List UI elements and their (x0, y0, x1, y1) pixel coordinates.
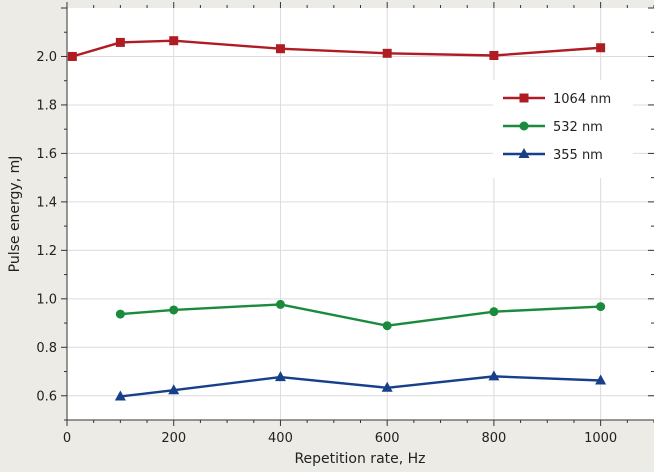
series-circle (115, 299, 606, 331)
data-point (595, 374, 607, 385)
data-point (596, 43, 606, 53)
x-tick-label: 400 (268, 431, 293, 446)
legend-label: 355 nm (553, 148, 603, 163)
legend-label: 1064 nm (553, 92, 611, 107)
data-point (169, 36, 179, 46)
legend-marker (519, 93, 529, 103)
data-point (488, 370, 500, 381)
data-point (381, 381, 393, 392)
series-square (67, 36, 606, 61)
legend-marker (518, 148, 530, 158)
x-tick-label: 800 (481, 431, 506, 446)
series-group (67, 36, 607, 401)
x-axis-label: Repetition rate, Hz (294, 451, 425, 467)
y-tick-label: 0.8 (36, 341, 57, 356)
data-point (67, 51, 77, 61)
data-point (275, 299, 285, 309)
data-point (114, 390, 126, 401)
data-point (169, 305, 179, 315)
data-point (489, 307, 499, 317)
data-point (489, 51, 499, 61)
legend: 1064 nm 532 nm 355 nm (493, 80, 633, 178)
data-point (382, 48, 392, 58)
x-tick-label: 600 (375, 431, 400, 446)
series-triangle (114, 370, 607, 401)
legend-marker (519, 121, 529, 131)
legend-label: 532 nm (553, 120, 603, 135)
y-tick-label: 2.0 (36, 50, 57, 65)
series-line (120, 375, 601, 398)
data-point (596, 302, 606, 312)
y-tick-label: 1.6 (36, 147, 57, 162)
y-tick-label: 1.4 (36, 195, 57, 210)
data-point (382, 321, 392, 331)
legend-entry: 532 nm (503, 120, 603, 135)
axes: 0 200 400 600 800 1000 0.6 0.8 1.0 1.2 1.4 1.6 1.8 2.… (36, 2, 654, 446)
y-tick-label: 1.8 (36, 98, 57, 113)
x-tick-label: 0 (63, 431, 71, 446)
y-tick-label: 1.0 (36, 292, 57, 307)
plot-area (67, 8, 654, 420)
y-tick-label: 0.6 (36, 389, 57, 404)
data-point (168, 384, 180, 395)
legend-entry: 355 nm (503, 148, 603, 163)
data-point (115, 309, 125, 319)
y-axis-label: Pulse energy, mJ (7, 156, 23, 273)
data-point (275, 44, 285, 54)
legend-entry: 1064 nm (503, 92, 611, 107)
y-tick-label: 1.2 (36, 244, 57, 259)
x-tick-label: 200 (161, 431, 186, 446)
data-point (115, 37, 125, 47)
data-point (274, 371, 286, 382)
legend-box (493, 80, 633, 178)
x-tick-label: 1000 (584, 431, 617, 446)
series-line (120, 303, 601, 327)
